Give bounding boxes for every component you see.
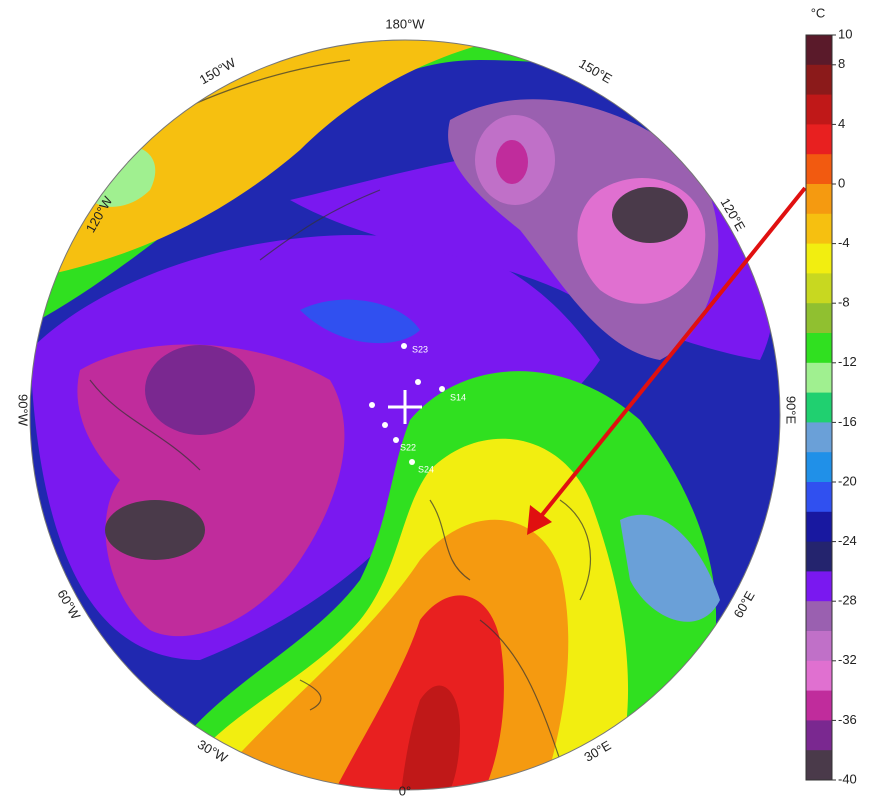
colorbar-band bbox=[806, 660, 832, 692]
colorbar-band bbox=[806, 511, 832, 543]
colorbar-band bbox=[806, 273, 832, 304]
colorbar-tick-label: -12 bbox=[838, 354, 857, 369]
colorbar-tick-label: 8 bbox=[838, 56, 845, 71]
colorbar-tick-label: -4 bbox=[838, 235, 850, 250]
longitude-label: 180°W bbox=[385, 16, 425, 31]
colorbar-band bbox=[806, 690, 832, 721]
station-dots bbox=[369, 343, 445, 465]
colorbar-band bbox=[806, 213, 832, 245]
globe-outline bbox=[29, 39, 781, 791]
station-label: S24 bbox=[418, 464, 434, 474]
colorbar-tick-label: 10 bbox=[838, 26, 852, 41]
colorbar-band bbox=[806, 571, 832, 602]
colorbar-tick-label: -36 bbox=[838, 712, 857, 727]
station-label: S22 bbox=[400, 442, 416, 452]
colorbar-band bbox=[806, 124, 832, 155]
colorbar-band bbox=[806, 631, 832, 662]
temperature-field bbox=[30, 40, 780, 790]
colorbar-band bbox=[806, 333, 832, 364]
colorbar-tick-label: -8 bbox=[838, 295, 850, 310]
colorbar-band bbox=[806, 35, 832, 66]
colorbar-band bbox=[806, 482, 832, 513]
colorbar-band bbox=[806, 303, 832, 334]
colorbar-band bbox=[806, 94, 832, 125]
colorbar-band bbox=[806, 362, 832, 394]
colorbar-band bbox=[806, 452, 832, 483]
colorbar-unit: °C bbox=[811, 5, 826, 20]
colorbar-band bbox=[806, 422, 832, 453]
colorbar-band bbox=[806, 243, 832, 274]
cross-marker bbox=[388, 390, 422, 424]
colorbar-band bbox=[806, 64, 832, 96]
colorbar-band bbox=[806, 750, 832, 781]
colorbar-band bbox=[806, 720, 832, 751]
red-arrow bbox=[527, 186, 807, 535]
colorbar-tick-label: -32 bbox=[838, 652, 857, 667]
colorbar-band bbox=[806, 184, 832, 215]
colorbar-frame bbox=[805, 34, 833, 781]
longitude-label: 0° bbox=[399, 783, 411, 798]
colorbar-band bbox=[806, 392, 832, 423]
station-label: S14 bbox=[450, 392, 466, 402]
colorbar-tick-label: -20 bbox=[838, 473, 857, 488]
colorbar-tick-label: -40 bbox=[838, 771, 857, 786]
colorbar-tick-label: 0 bbox=[838, 175, 845, 190]
station-label: S23 bbox=[412, 344, 428, 354]
longitude-label: 90°W bbox=[16, 394, 31, 427]
colorbar-tick-label: 4 bbox=[838, 116, 845, 131]
colorbar-tick-label: -28 bbox=[838, 593, 857, 608]
longitude-label: 150°E bbox=[576, 56, 615, 87]
colorbar-tick-label: -16 bbox=[838, 414, 857, 429]
longitude-label: 90°E bbox=[784, 396, 799, 425]
colorbar-band bbox=[806, 601, 832, 632]
colorbar-band bbox=[806, 154, 832, 185]
colorbar-tick-label: -24 bbox=[838, 533, 857, 548]
colorbar-band bbox=[806, 541, 832, 572]
